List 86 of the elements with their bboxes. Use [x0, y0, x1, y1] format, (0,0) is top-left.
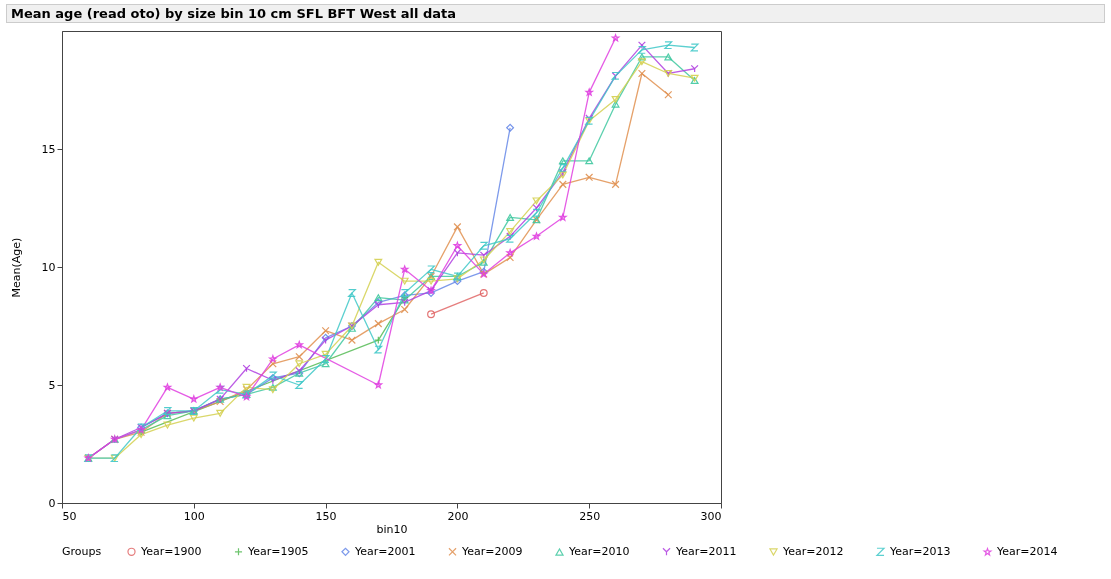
x-axis-title: bin10 — [376, 522, 408, 536]
point — [189, 414, 198, 422]
point — [400, 277, 409, 285]
point — [295, 360, 304, 368]
chart-title: Mean age (read oto) by size bin 10 cm SFL BFT West all data — [6, 4, 1105, 23]
point — [532, 197, 541, 205]
point — [690, 43, 699, 52]
point — [611, 34, 620, 42]
point — [321, 326, 330, 335]
point — [611, 100, 620, 108]
point — [585, 88, 593, 96]
x-tick-label: 250 — [579, 509, 601, 523]
point — [216, 409, 225, 417]
y-tick-label: 15 — [41, 142, 56, 156]
y-tick-label: 10 — [41, 260, 56, 274]
point — [268, 359, 277, 368]
point — [532, 208, 541, 217]
legend-label: Year=2011 — [675, 544, 737, 558]
point — [585, 173, 594, 182]
y-tick-label: 5 — [48, 378, 56, 392]
legend-label: Year=2010 — [568, 545, 630, 559]
x-tick-label: 200 — [447, 509, 469, 523]
point — [400, 265, 409, 273]
point — [295, 340, 304, 349]
point — [690, 64, 699, 73]
y-axis-title: Mean(Age) — [9, 237, 23, 298]
point — [374, 319, 383, 328]
point — [321, 360, 330, 368]
point — [163, 383, 172, 391]
point — [559, 213, 567, 221]
point — [664, 41, 673, 50]
point — [611, 180, 620, 189]
point — [664, 90, 673, 99]
point — [585, 157, 594, 165]
y-tick-label: 0 — [48, 496, 56, 510]
legend-label: Year=2014 — [996, 545, 1058, 559]
point — [374, 381, 383, 389]
x-tick-label: 300 — [700, 509, 722, 523]
point — [295, 381, 304, 389]
point — [190, 395, 198, 403]
point — [479, 289, 488, 297]
x-tick-label: 50 — [62, 509, 77, 523]
point — [427, 310, 435, 319]
legend-label: Year=1900 — [140, 544, 202, 558]
point — [348, 289, 356, 297]
legend-label: Year=2001 — [354, 544, 416, 558]
point — [453, 248, 462, 257]
point — [611, 95, 620, 103]
legend-label: Year=2012 — [782, 545, 844, 559]
point — [506, 213, 515, 221]
point — [374, 258, 383, 266]
point — [506, 228, 515, 236]
point — [637, 53, 646, 61]
point — [506, 248, 514, 257]
point — [506, 123, 515, 132]
point — [532, 232, 541, 240]
point — [400, 305, 409, 314]
point — [295, 352, 304, 361]
point — [558, 180, 567, 189]
point — [506, 253, 515, 262]
x-tick-label: 100 — [183, 509, 205, 523]
point — [558, 157, 567, 165]
legend-title: Groups — [62, 545, 102, 558]
point — [637, 58, 646, 66]
point — [427, 277, 435, 285]
point — [427, 265, 435, 274]
point — [269, 355, 277, 363]
point — [453, 222, 462, 231]
x-tick-label: 150 — [315, 509, 337, 523]
point — [453, 241, 462, 250]
point — [558, 163, 567, 172]
point — [637, 41, 646, 50]
legend-label: Year=1905 — [247, 544, 309, 558]
point — [374, 294, 383, 302]
point — [163, 421, 172, 429]
point — [321, 350, 330, 358]
legend-label: Year=2013 — [889, 544, 951, 558]
point — [637, 69, 646, 78]
point — [664, 53, 673, 61]
point — [348, 336, 356, 345]
point — [479, 241, 488, 250]
point — [321, 355, 330, 363]
point — [532, 204, 541, 212]
point — [374, 345, 383, 354]
point — [637, 45, 646, 54]
legend-label: Year=2009 — [461, 544, 523, 558]
